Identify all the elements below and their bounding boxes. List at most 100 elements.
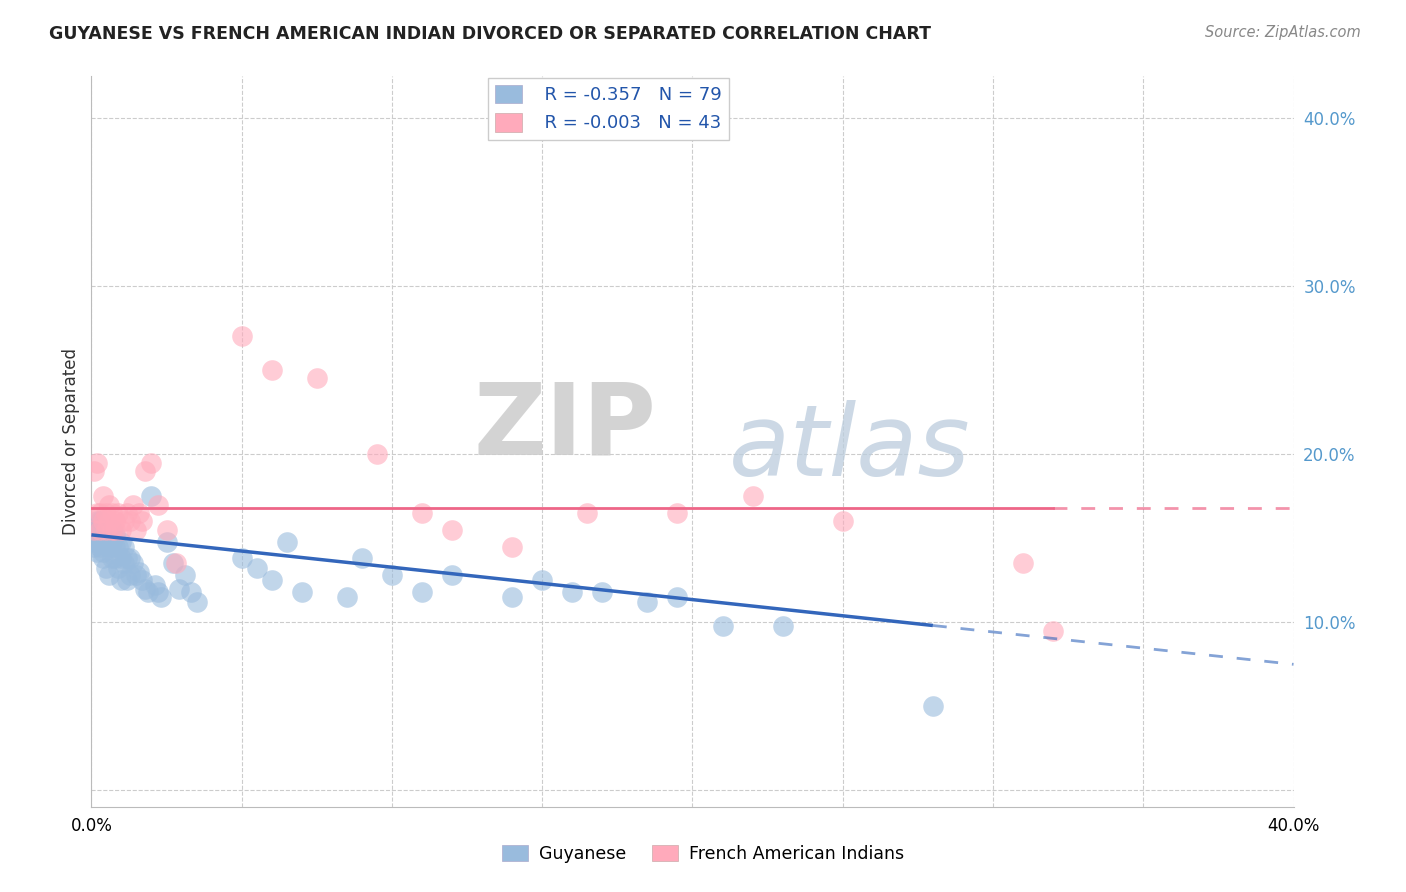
- Point: [89, 515, 111, 529]
- Point: [134, 582, 156, 596]
- Point: [107, 506, 129, 520]
- Point: [93, 551, 115, 566]
- Point: [411, 585, 433, 599]
- Point: [501, 540, 523, 554]
- Point: [83, 540, 105, 554]
- Point: [149, 590, 172, 604]
- Point: [167, 582, 190, 596]
- Point: [381, 568, 404, 582]
- Legend:   R = -0.357   N = 79,   R = -0.003   N = 43: R = -0.357 N = 79, R = -0.003 N = 43: [488, 78, 728, 140]
- Point: [1012, 557, 1035, 571]
- Point: [125, 568, 148, 582]
- Point: [104, 523, 127, 537]
- Point: [110, 534, 132, 549]
- Point: [636, 595, 658, 609]
- Point: [107, 540, 129, 554]
- Point: [93, 515, 115, 529]
- Point: [101, 523, 124, 537]
- Point: [122, 557, 145, 571]
- Point: [117, 506, 139, 520]
- Text: GUYANESE VS FRENCH AMERICAN INDIAN DIVORCED OR SEPARATED CORRELATION CHART: GUYANESE VS FRENCH AMERICAN INDIAN DIVOR…: [49, 25, 931, 43]
- Point: [96, 561, 118, 575]
- Point: [711, 618, 734, 632]
- Point: [231, 551, 253, 566]
- Point: [93, 523, 115, 537]
- Point: [98, 498, 121, 512]
- Point: [305, 371, 328, 385]
- Point: [83, 534, 105, 549]
- Point: [173, 568, 195, 582]
- Point: [141, 456, 163, 470]
- Point: [165, 557, 187, 571]
- Point: [104, 551, 127, 566]
- Point: [86, 528, 108, 542]
- Point: [120, 568, 142, 582]
- Text: atlas: atlas: [728, 401, 970, 498]
- Point: [246, 561, 269, 575]
- Point: [591, 585, 613, 599]
- Point: [366, 447, 388, 461]
- Point: [134, 464, 156, 478]
- Point: [104, 515, 127, 529]
- Point: [260, 363, 283, 377]
- Point: [89, 523, 111, 537]
- Point: [131, 515, 153, 529]
- Point: [93, 489, 115, 503]
- Point: [101, 523, 124, 537]
- Point: [128, 565, 150, 579]
- Point: [922, 699, 945, 714]
- Point: [89, 523, 111, 537]
- Text: Source: ZipAtlas.com: Source: ZipAtlas.com: [1205, 25, 1361, 40]
- Point: [86, 506, 108, 520]
- Point: [411, 506, 433, 520]
- Point: [83, 523, 105, 537]
- Point: [440, 523, 463, 537]
- Point: [83, 523, 105, 537]
- Point: [1042, 624, 1064, 638]
- Point: [772, 618, 794, 632]
- Text: ZIP: ZIP: [474, 378, 657, 475]
- Point: [336, 590, 359, 604]
- Point: [89, 534, 111, 549]
- Point: [89, 540, 111, 554]
- Point: [104, 540, 127, 554]
- Point: [531, 574, 554, 588]
- Point: [117, 551, 139, 566]
- Point: [86, 534, 108, 549]
- Point: [86, 515, 108, 529]
- Point: [86, 523, 108, 537]
- Point: [120, 551, 142, 566]
- Point: [114, 540, 136, 554]
- Point: [93, 544, 115, 558]
- Point: [141, 489, 163, 503]
- Point: [110, 523, 132, 537]
- Point: [440, 568, 463, 582]
- Point: [93, 534, 115, 549]
- Point: [114, 557, 136, 571]
- Point: [125, 523, 148, 537]
- Point: [162, 557, 184, 571]
- Point: [350, 551, 373, 566]
- Point: [120, 515, 142, 529]
- Point: [98, 515, 121, 529]
- Point: [186, 595, 208, 609]
- Point: [501, 590, 523, 604]
- Point: [89, 506, 111, 520]
- Point: [276, 534, 298, 549]
- Point: [180, 585, 202, 599]
- Point: [89, 528, 111, 542]
- Point: [104, 528, 127, 542]
- Point: [101, 551, 124, 566]
- Point: [98, 540, 121, 554]
- Point: [83, 464, 105, 478]
- Point: [138, 585, 160, 599]
- Point: [741, 489, 763, 503]
- Point: [114, 515, 136, 529]
- Point: [260, 574, 283, 588]
- Point: [110, 551, 132, 566]
- Point: [576, 506, 599, 520]
- Point: [666, 506, 689, 520]
- Point: [146, 498, 169, 512]
- Point: [291, 585, 314, 599]
- Point: [831, 515, 853, 529]
